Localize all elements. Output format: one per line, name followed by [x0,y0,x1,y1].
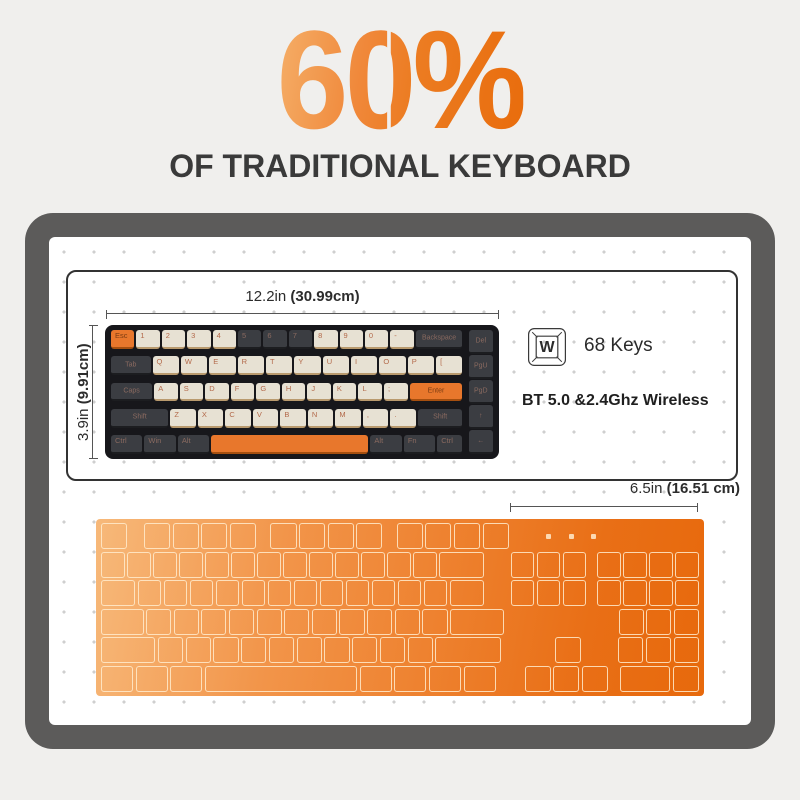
svg-text:W: W [539,339,555,356]
